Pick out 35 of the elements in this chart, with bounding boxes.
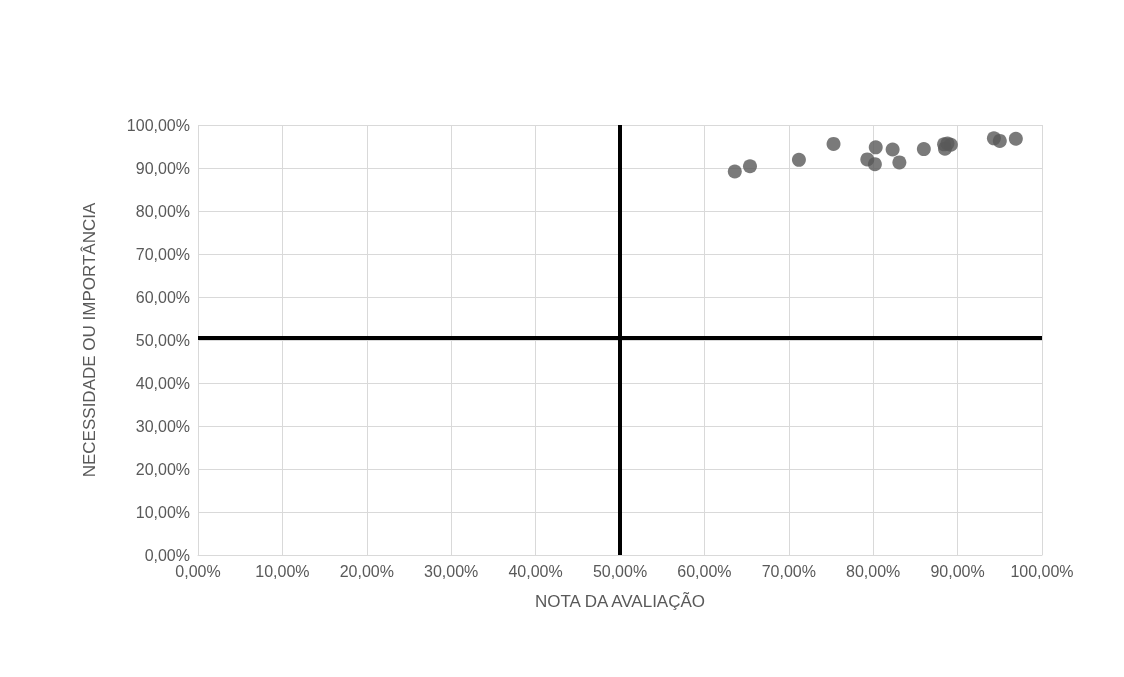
point: [867, 157, 882, 172]
point: [727, 164, 742, 179]
x-tick-label: 70,00%: [761, 562, 816, 580]
x-tick-label: 0,00%: [175, 562, 221, 580]
y-tick-label: 10,00%: [135, 503, 190, 521]
point: [892, 155, 907, 170]
x-tick-label: 90,00%: [930, 562, 985, 580]
y-tick-label: 90,00%: [135, 159, 190, 177]
y-tick-label: 80,00%: [135, 202, 190, 220]
x-tick-label: 30,00%: [424, 562, 479, 580]
y-tick-label: 50,00%: [135, 331, 190, 349]
point: [1008, 131, 1023, 146]
point: [791, 152, 806, 167]
point: [826, 136, 841, 151]
y-tick-label: 70,00%: [135, 245, 190, 263]
x-axis-title: NOTA DA AVALIAÇÃO: [534, 592, 706, 611]
x-tick-label: 40,00%: [508, 562, 563, 580]
y-axis-title: NECESSIDADE OU IMPORTÂNCIA: [80, 202, 99, 478]
point: [885, 142, 900, 157]
y-tick-label: 60,00%: [135, 288, 190, 306]
x-tick-label: 10,00%: [255, 562, 310, 580]
x-tick-label: 20,00%: [339, 562, 394, 580]
point: [916, 142, 931, 157]
y-tick-label: 100,00%: [126, 116, 190, 134]
point: [742, 159, 757, 174]
x-tick-label: 80,00%: [846, 562, 901, 580]
y-tick-label: 0,00%: [144, 546, 190, 564]
y-tick-label: 20,00%: [135, 460, 190, 478]
point: [868, 140, 883, 155]
y-tick-label: 30,00%: [135, 417, 190, 435]
x-tick-label: 50,00%: [592, 562, 648, 580]
x-tick-label: 100,00%: [1010, 562, 1074, 580]
x-tick-label: 60,00%: [677, 562, 732, 580]
point: [992, 133, 1007, 148]
y-tick-label: 40,00%: [135, 374, 190, 392]
